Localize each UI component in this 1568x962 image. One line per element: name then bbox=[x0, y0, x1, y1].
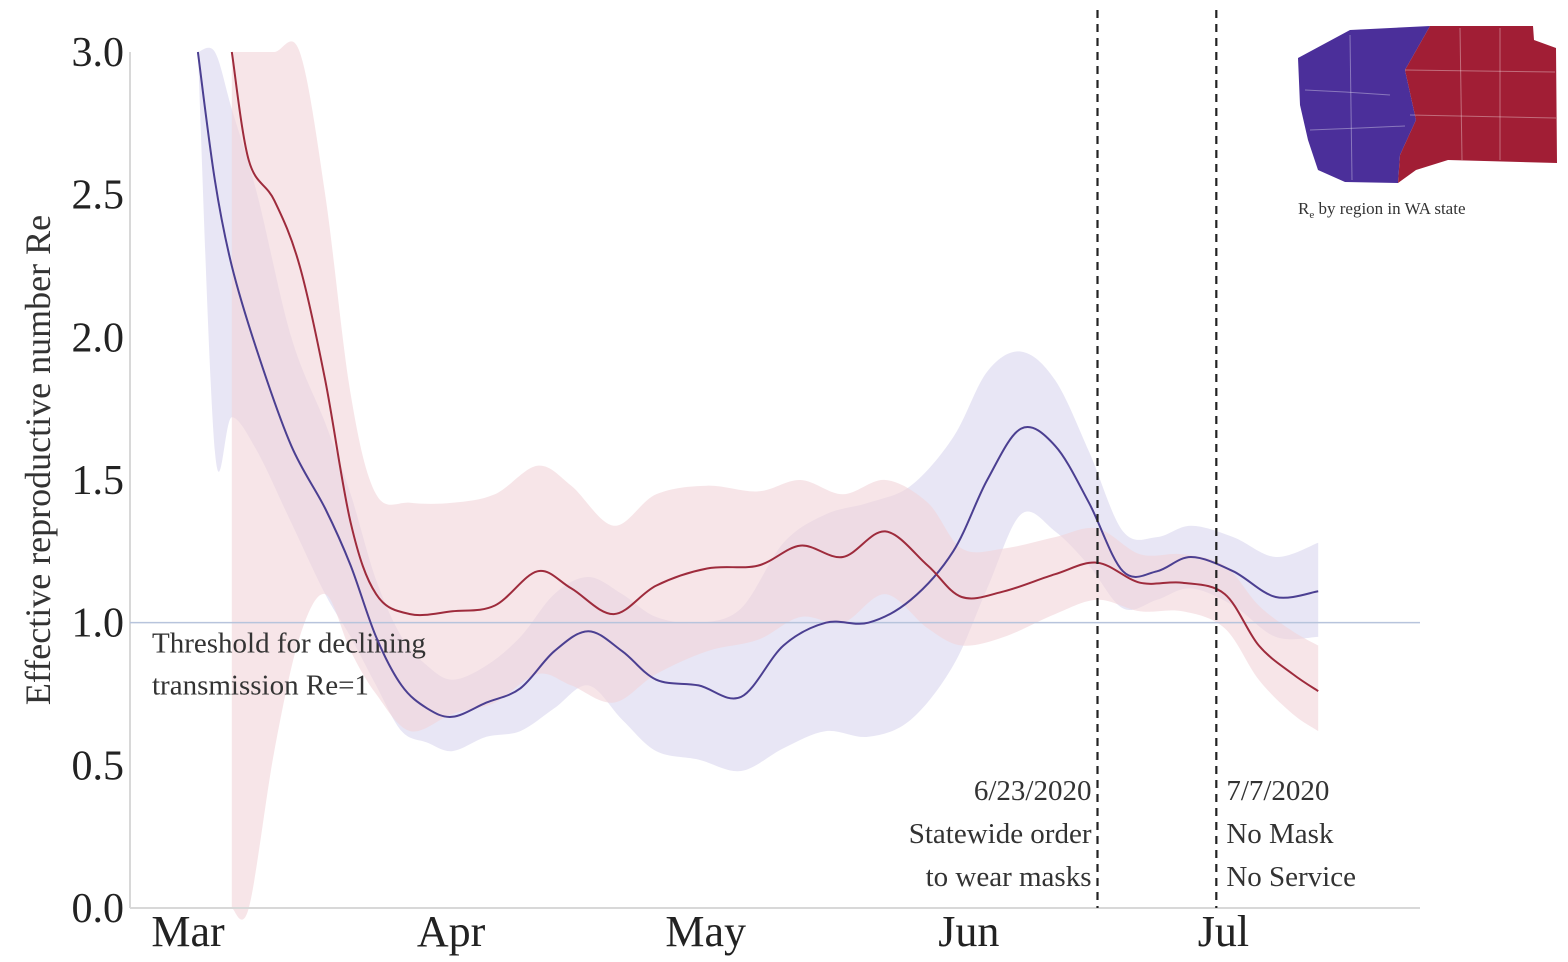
y-tick-label: 0.0 bbox=[72, 886, 125, 932]
inset-caption-sub: e bbox=[1309, 209, 1314, 221]
threshold-label-line2: transmission Re=1 bbox=[152, 670, 369, 702]
y-tick-label: 0.5 bbox=[72, 743, 125, 789]
event-label: No Service bbox=[1226, 861, 1356, 893]
wa-east-region bbox=[1398, 26, 1557, 183]
event-label: No Mask bbox=[1226, 818, 1334, 850]
y-tick-label: 2.5 bbox=[72, 173, 125, 219]
wa-west-region bbox=[1298, 26, 1430, 183]
county-borders bbox=[1304, 27, 1557, 181]
y-axis: 0.0 0.5 1.0 1.5 2.0 2.5 3.0 bbox=[72, 30, 131, 932]
inset-caption-rest: by region in WA state bbox=[1314, 199, 1465, 218]
inset-caption: Re by region in WA state bbox=[1298, 199, 1465, 221]
x-tick-label: Mar bbox=[151, 907, 225, 956]
x-tick-label: Apr bbox=[417, 907, 486, 956]
event-markers: 6/23/2020 Statewide order to wear masks 7/7… bbox=[909, 10, 1356, 908]
event-label: 7/7/2020 bbox=[1226, 775, 1329, 807]
x-tick-label: Jul bbox=[1198, 907, 1249, 956]
event-label: to wear masks bbox=[926, 861, 1092, 893]
y-tick-label: 3.0 bbox=[72, 30, 125, 76]
y-tick-label: 1.5 bbox=[72, 458, 125, 504]
threshold-label-line1: Threshold for declining bbox=[152, 628, 426, 660]
wa-region-map-inset: Re by region in WA state bbox=[1298, 26, 1557, 221]
x-axis: Mar Apr May Jun Jul bbox=[130, 907, 1420, 956]
event-label: Statewide order bbox=[909, 818, 1092, 850]
y-axis-label: Effective reproductive number Re bbox=[18, 215, 58, 705]
y-tick-label: 1.0 bbox=[72, 601, 125, 647]
confidence-bands bbox=[197, 41, 1319, 920]
x-tick-label: Jun bbox=[938, 907, 999, 956]
confidence-band-east bbox=[231, 41, 1319, 920]
x-tick-label: May bbox=[665, 907, 746, 956]
y-tick-label: 2.0 bbox=[72, 315, 125, 361]
inset-caption-r: R bbox=[1298, 199, 1310, 218]
event-label: 6/23/2020 bbox=[974, 775, 1092, 807]
series-line-east bbox=[230, 51, 1319, 692]
